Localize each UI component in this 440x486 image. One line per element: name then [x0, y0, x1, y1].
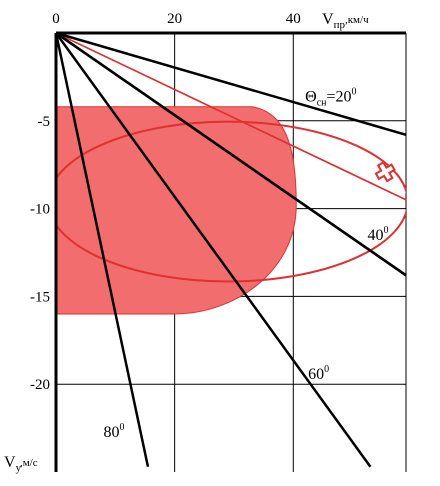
cross-marker	[374, 161, 396, 183]
y-tick-label: -5	[38, 114, 51, 130]
ray-label-20: Θсн=200	[305, 86, 356, 108]
red-ray-1	[55, 32, 407, 201]
shaded-region	[55, 106, 297, 315]
x-tick-label: 40	[286, 11, 301, 27]
y-axis-label: Vу,м/с	[4, 454, 38, 474]
cross-marker-shape	[374, 161, 396, 183]
envelope-ellipse	[56, 120, 406, 283]
y-tick-label: -10	[30, 202, 50, 218]
x-tick-label: 0	[52, 11, 60, 27]
x-tick-label: 20	[167, 11, 182, 27]
ray-80	[54, 32, 150, 467]
ray-label-40: 400	[367, 225, 388, 244]
ray-40	[55, 31, 407, 277]
rays-layer	[54, 31, 407, 468]
y-tick-label: -20	[30, 377, 50, 393]
labels-layer: 0 20 40 -5 -10 -15 -20 Vпр,км/ч Vу,м/с Θсн=200 400…	[4, 11, 388, 474]
shaded-region-layer	[55, 106, 406, 315]
ray-60	[54, 32, 372, 468]
ray-20	[55, 31, 407, 137]
y-tick-label: -15	[30, 289, 50, 305]
x-axis-label: Vпр,км/ч	[322, 11, 369, 31]
ray-label-60: 600	[308, 364, 329, 383]
axes-layer	[54, 31, 406, 472]
ray-label-80: 800	[103, 422, 124, 441]
